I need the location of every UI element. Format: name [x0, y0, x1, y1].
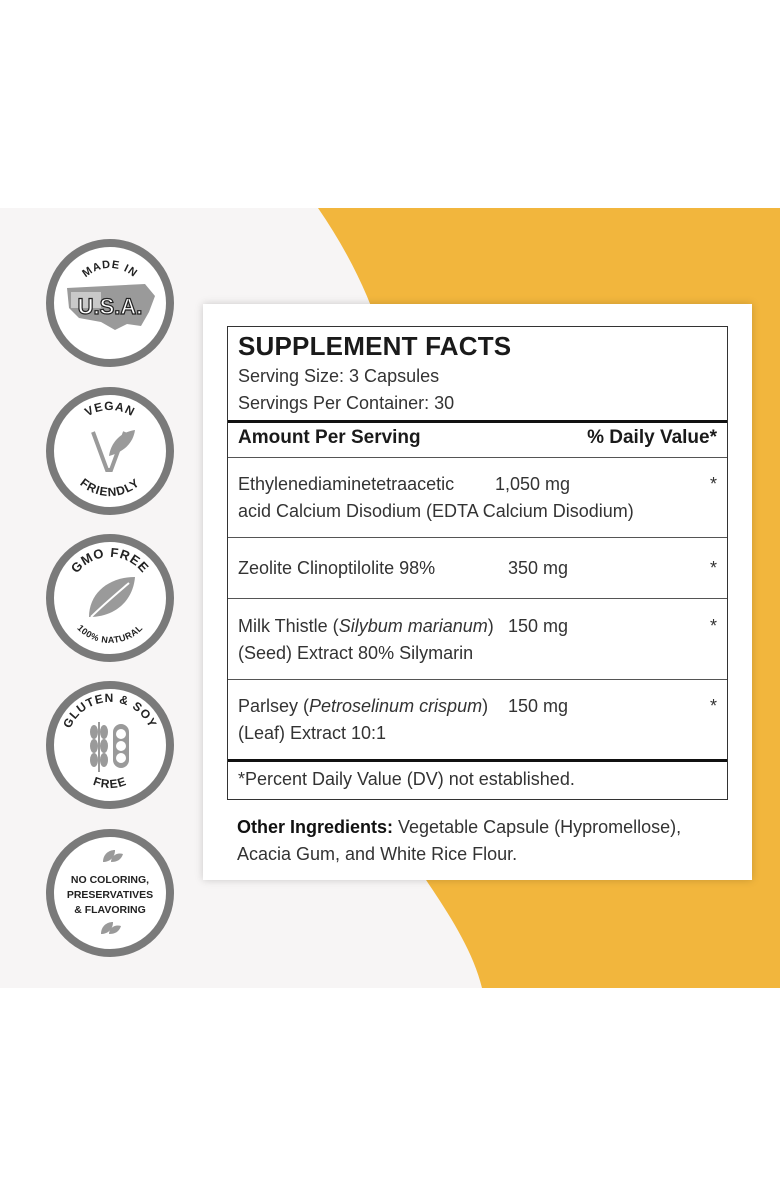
divider: [228, 537, 727, 538]
nutrient-name: Ethylenediaminetetraacetic: [238, 474, 455, 494]
nutrient-amount: 150 mg: [508, 696, 569, 716]
gmo-free-badge: GMO FREE 100% NATURAL: [45, 533, 175, 663]
vegan-badge: VEGAN FRIENDLY: [45, 386, 175, 516]
badge-bottom-text: FREE: [92, 774, 128, 791]
wheat-soy-icon: [90, 722, 129, 772]
nutrient-dv: *: [709, 696, 717, 716]
facts-title: SUPPLEMENT FACTS: [238, 331, 512, 361]
nutrient-dv: *: [709, 558, 717, 578]
svg-text:FRIENDLY: FRIENDLY: [78, 475, 143, 499]
usa-flag-map-icon: [67, 284, 155, 330]
nutrient-dv: *: [709, 616, 717, 636]
nutrient-name-line2: acid Calcium Disodium (EDTA Calcium Diso…: [238, 501, 634, 521]
made-in-usa-badge: MADE IN U.S.A.: [45, 238, 175, 368]
nutrient-name-line2: (Leaf) Extract 10:1: [238, 723, 387, 743]
thick-rule: [228, 420, 727, 423]
nutrient-dv: *: [709, 474, 717, 494]
leaves-icon: [101, 850, 123, 934]
badge-top-text: VEGAN: [82, 399, 136, 419]
gluten-soy-free-badge: GLUTEN & SOY FREE: [45, 680, 175, 810]
amount-header: Amount Per Serving: [238, 427, 421, 448]
servings-per-container: Servings Per Container: 30: [238, 393, 455, 413]
nutrient-name: Parlsey (Petroselinum crispum): [238, 696, 489, 716]
nutrient-amount: 1,050 mg: [495, 474, 571, 494]
nutrient-name-line2: (Seed) Extract 80% Silymarin: [238, 643, 474, 663]
serving-size: Serving Size: 3 Capsules: [238, 366, 440, 386]
badge-line-1: NO COLORING,: [71, 874, 149, 886]
divider: [228, 679, 727, 680]
footnote: *Percent Daily Value (DV) not establishe…: [238, 769, 575, 789]
sprout-v-icon: [91, 430, 135, 472]
svg-text:FREE: FREE: [92, 774, 129, 791]
nutrient-name: Milk Thistle (Silybum marianum): [238, 616, 494, 636]
thick-rule: [228, 759, 727, 762]
other-ingredients-label: Other Ingredients:: [237, 817, 394, 837]
divider: [228, 598, 727, 599]
badge-line-3: & FLAVORING: [74, 904, 146, 916]
nutrient-amount: 350 mg: [508, 558, 569, 578]
supplement-facts-box: SUPPLEMENT FACTS Serving Size: 3 Capsule…: [227, 326, 728, 800]
nutrient-name: Zeolite Clinoptilolite 98%: [238, 558, 436, 578]
nutrient-amount: 150 mg: [508, 616, 569, 636]
leaf-icon: [89, 577, 135, 618]
other-ingredients-text: Vegetable Capsule (Hypromellose), Acacia…: [237, 817, 682, 864]
no-coloring-badge: NO COLORING, PRESERVATIVES & FLAVORING: [45, 828, 175, 958]
badge-bottom-text: FRIENDLY: [78, 475, 142, 499]
badge-line-2: PRESERVATIVES: [67, 889, 153, 901]
usa-text: U.S.A.: [78, 294, 143, 319]
other-ingredients: Other Ingredients: Vegetable Capsule (Hy…: [237, 814, 717, 868]
divider: [228, 457, 727, 458]
svg-text:VEGAN: VEGAN: [82, 399, 137, 419]
dv-header: % Daily Value*: [587, 427, 717, 448]
